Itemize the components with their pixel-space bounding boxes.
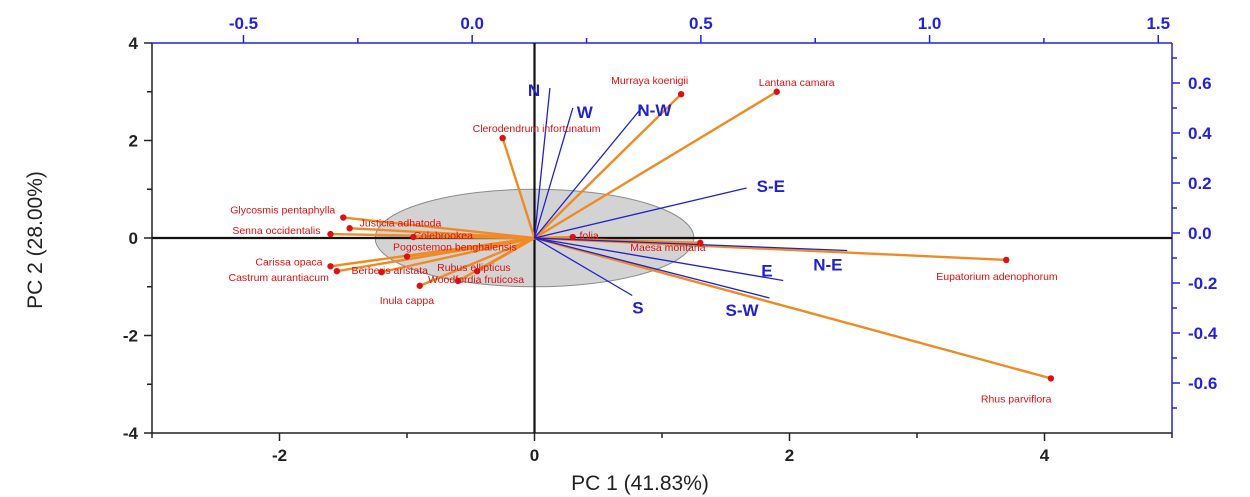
species-point bbox=[569, 233, 576, 241]
species-point bbox=[327, 230, 334, 238]
direction-label: S-E bbox=[757, 177, 785, 196]
direction-vector bbox=[533, 107, 642, 239]
species-point bbox=[473, 267, 481, 275]
right-tick-label: 0.6 bbox=[1188, 74, 1212, 93]
species-label: Berberis aristata bbox=[352, 265, 429, 277]
direction-vector bbox=[534, 237, 784, 282]
species-vector bbox=[413, 235, 535, 240]
species-vector bbox=[343, 216, 535, 240]
species-point bbox=[410, 233, 417, 241]
species-point bbox=[416, 282, 423, 289]
species-point bbox=[403, 253, 411, 260]
direction-label: W bbox=[577, 103, 594, 122]
species-vector bbox=[533, 93, 682, 239]
species-point bbox=[1003, 256, 1010, 264]
direction-vector bbox=[533, 107, 574, 239]
direction-vectors-layer bbox=[533, 87, 848, 299]
direction-vector bbox=[534, 237, 848, 252]
species-label: Clerodendrum infortunatum bbox=[473, 123, 601, 135]
species-point bbox=[378, 268, 385, 276]
species-label: Colebrookea bbox=[413, 230, 473, 242]
species-point bbox=[677, 90, 685, 98]
species-label: Carissa opaca bbox=[255, 256, 322, 268]
right-tick-label: -0.4 bbox=[1188, 324, 1218, 343]
species-label: Woodfordia fruticosa bbox=[428, 274, 524, 286]
labels-layer: Lantana camara Murraya koenigii Clerodendr… bbox=[229, 75, 1058, 405]
top-tick-label: 0.5 bbox=[689, 14, 713, 33]
x-axis-title: PC 1 (41.83%) bbox=[571, 472, 709, 495]
species-label: Murraya koenigii bbox=[611, 75, 688, 87]
species-label: Rhus parviflora bbox=[981, 393, 1052, 405]
direction-label: N-W bbox=[637, 101, 672, 120]
species-points-layer bbox=[327, 88, 1055, 382]
top-tick-label: -0.5 bbox=[229, 14, 258, 33]
y-tick-label: 4 bbox=[129, 34, 139, 53]
right-tick-label: -0.6 bbox=[1188, 374, 1217, 393]
species-vector bbox=[533, 90, 778, 240]
y-tick-label: -4 bbox=[123, 424, 139, 443]
top-tick-label: 1.0 bbox=[918, 14, 942, 33]
top-tick-label: 1.5 bbox=[1146, 14, 1170, 33]
species-vector bbox=[457, 236, 536, 282]
right-tick-label: 0.4 bbox=[1188, 124, 1212, 143]
y-tick-label: -2 bbox=[123, 327, 138, 346]
species-point bbox=[327, 263, 334, 270]
species-vector bbox=[501, 137, 536, 239]
species-point bbox=[697, 239, 704, 247]
direction-label: S-W bbox=[725, 301, 759, 320]
species-label: Eupatorium adenophorum bbox=[936, 271, 1058, 283]
species-point bbox=[499, 134, 506, 142]
species-vector bbox=[534, 236, 1052, 380]
species-vectors-layer bbox=[330, 90, 1052, 380]
species-label: Justicia adhatoda bbox=[360, 217, 442, 229]
species-point bbox=[454, 277, 462, 285]
species-vector bbox=[336, 236, 535, 273]
species-label: Senna occidentalis bbox=[232, 225, 320, 237]
direction-label: N-E bbox=[813, 256, 842, 275]
species-label: Maesa montana bbox=[630, 242, 705, 254]
y-axis-title: PC 2 (28.00%) bbox=[24, 171, 47, 309]
x-tick-label: 0 bbox=[530, 446, 539, 465]
x-tick-label: -2 bbox=[272, 446, 287, 465]
x-tick-label: 4 bbox=[1040, 446, 1050, 465]
species-label: Rubus ellipticus bbox=[437, 262, 511, 274]
direction-vector bbox=[534, 187, 747, 239]
direction-label: E bbox=[761, 262, 772, 281]
species-vector bbox=[419, 236, 535, 287]
species-point bbox=[1047, 375, 1055, 382]
species-point bbox=[333, 267, 341, 275]
species-label: Glycosmis pentaphylla bbox=[230, 205, 335, 217]
direction-vector bbox=[534, 237, 770, 299]
top-tick-label: 0.0 bbox=[460, 14, 484, 33]
species-point bbox=[346, 225, 353, 232]
species-label: Inula cappa bbox=[380, 295, 434, 307]
right-tick-label: 0.0 bbox=[1188, 224, 1212, 243]
y-tick-label: 0 bbox=[129, 229, 138, 248]
species-point bbox=[773, 88, 780, 95]
species-label: Lantana camara bbox=[759, 77, 835, 89]
species-point bbox=[340, 214, 347, 221]
right-tick-label: 0.2 bbox=[1188, 174, 1212, 193]
axes-layer: -2 0 2 4 -4 -2 0 2 4 -0.5 0.0 0.5 1.0 1.5 -0.6 -0.4 -0.2… bbox=[123, 14, 1218, 465]
right-tick-label: -0.2 bbox=[1188, 274, 1217, 293]
direction-label: S bbox=[632, 299, 643, 318]
direction-label: N bbox=[528, 81, 540, 100]
direction-vector bbox=[533, 87, 551, 239]
x-tick-label: 2 bbox=[785, 446, 794, 465]
species-label: Pogostemon benghalensis bbox=[393, 242, 517, 254]
species-label: Castrum aurantiacum bbox=[229, 272, 330, 284]
species-label: ...folia bbox=[571, 230, 599, 242]
y-tick-label: 2 bbox=[129, 132, 138, 151]
direction-vector bbox=[534, 237, 633, 297]
species-vector bbox=[381, 236, 535, 274]
